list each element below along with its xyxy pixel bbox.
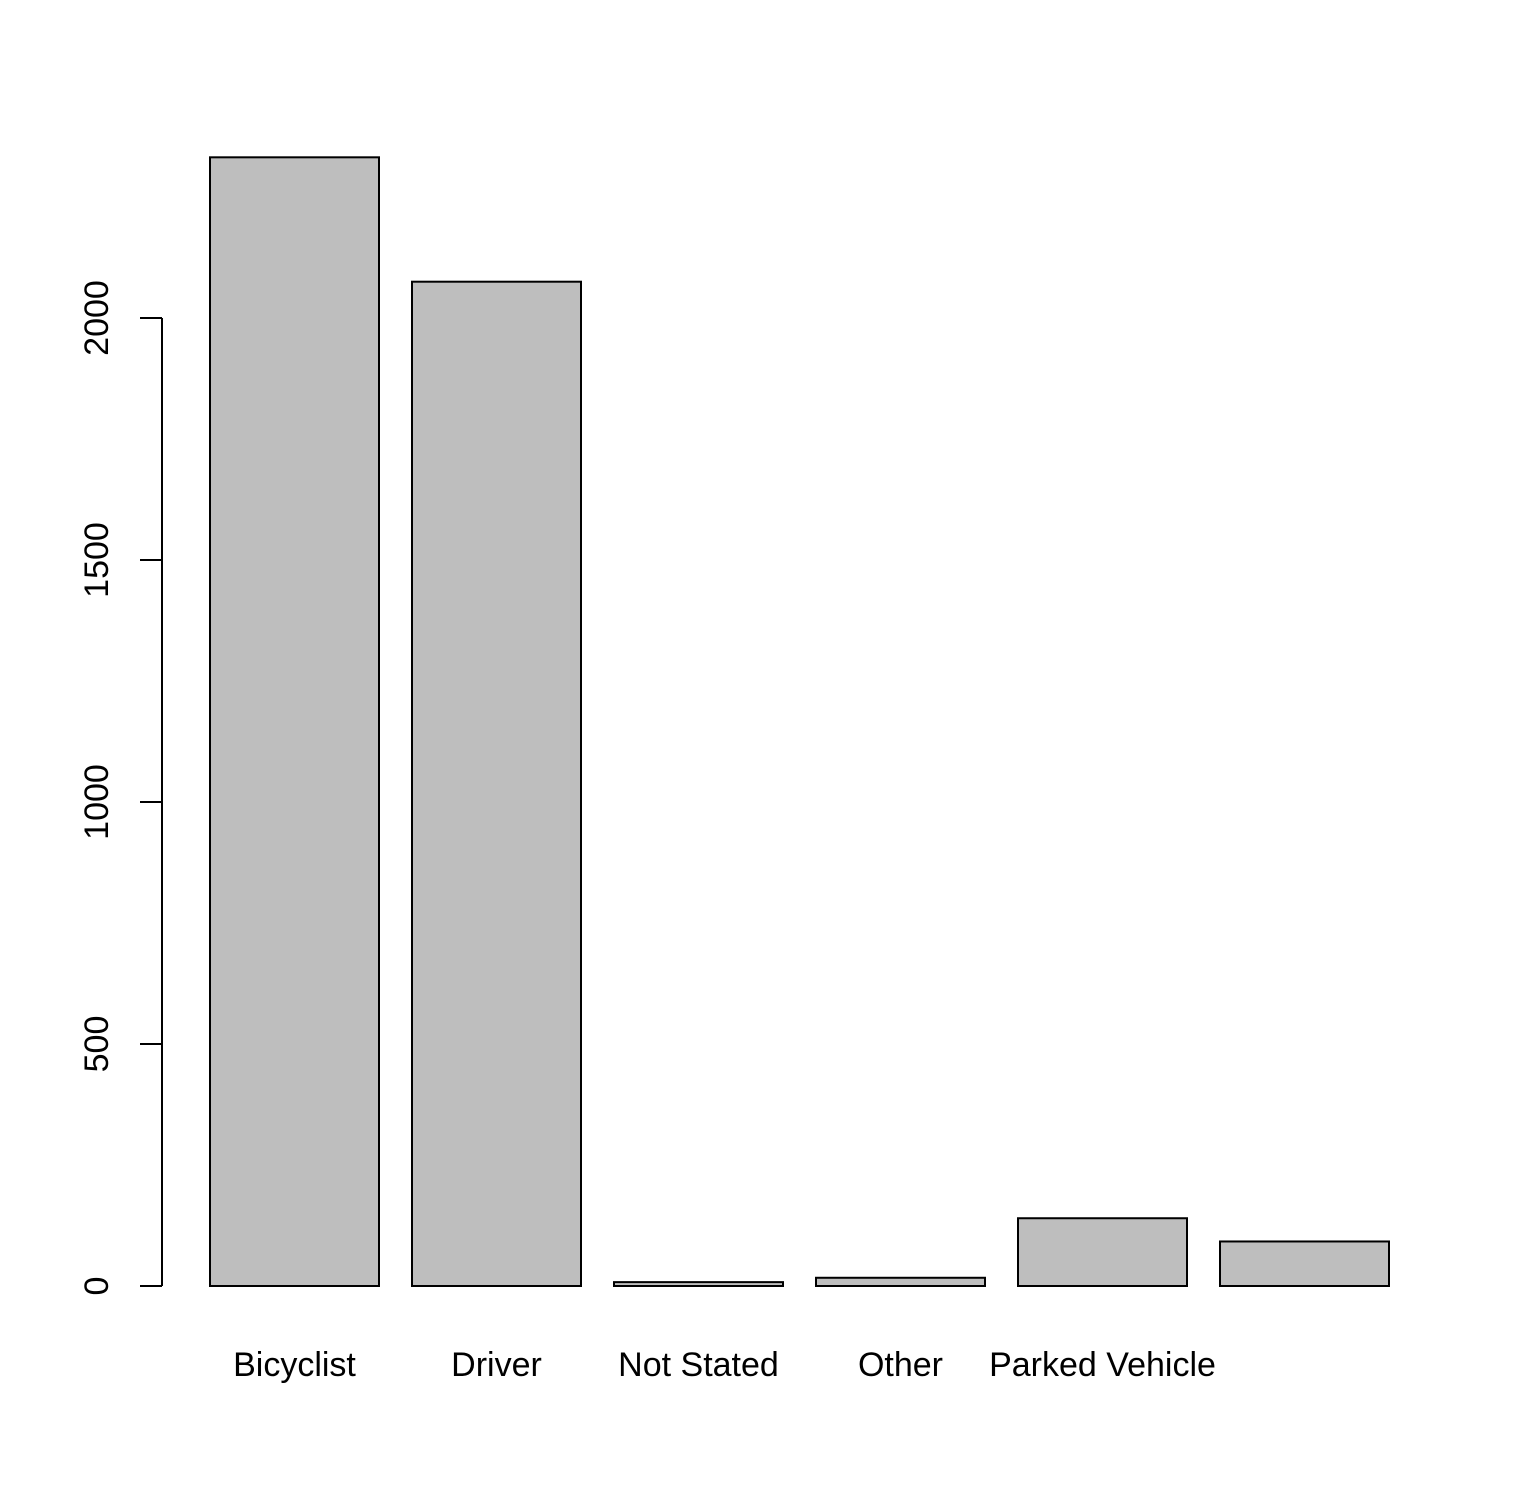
bar (1219, 1240, 1390, 1288)
x-tick-label: Bicyclist (233, 1346, 356, 1384)
y-tick-label: 2000 (78, 280, 116, 356)
bars (209, 156, 1390, 1288)
bar (411, 280, 582, 1287)
y-tick-label: 1500 (78, 522, 116, 598)
x-tick-label: Parked Vehicle (989, 1346, 1216, 1384)
y-tick-label: 0 (78, 1277, 116, 1296)
y-axis: 0 500 1000 1500 2000 (78, 280, 163, 1296)
bar (613, 1281, 784, 1288)
x-tick-label: Other (858, 1346, 943, 1384)
x-axis-labels: Bicyclist Driver Not Stated Other Parked Veh… (233, 1346, 1216, 1384)
y-tick-label: 1000 (78, 764, 116, 840)
bar (815, 1276, 986, 1287)
y-tick-label: 500 (78, 1016, 116, 1073)
bar (1017, 1217, 1188, 1287)
x-tick-label: Not Stated (618, 1346, 779, 1384)
bar (209, 156, 380, 1287)
x-tick-label: Driver (451, 1346, 542, 1384)
